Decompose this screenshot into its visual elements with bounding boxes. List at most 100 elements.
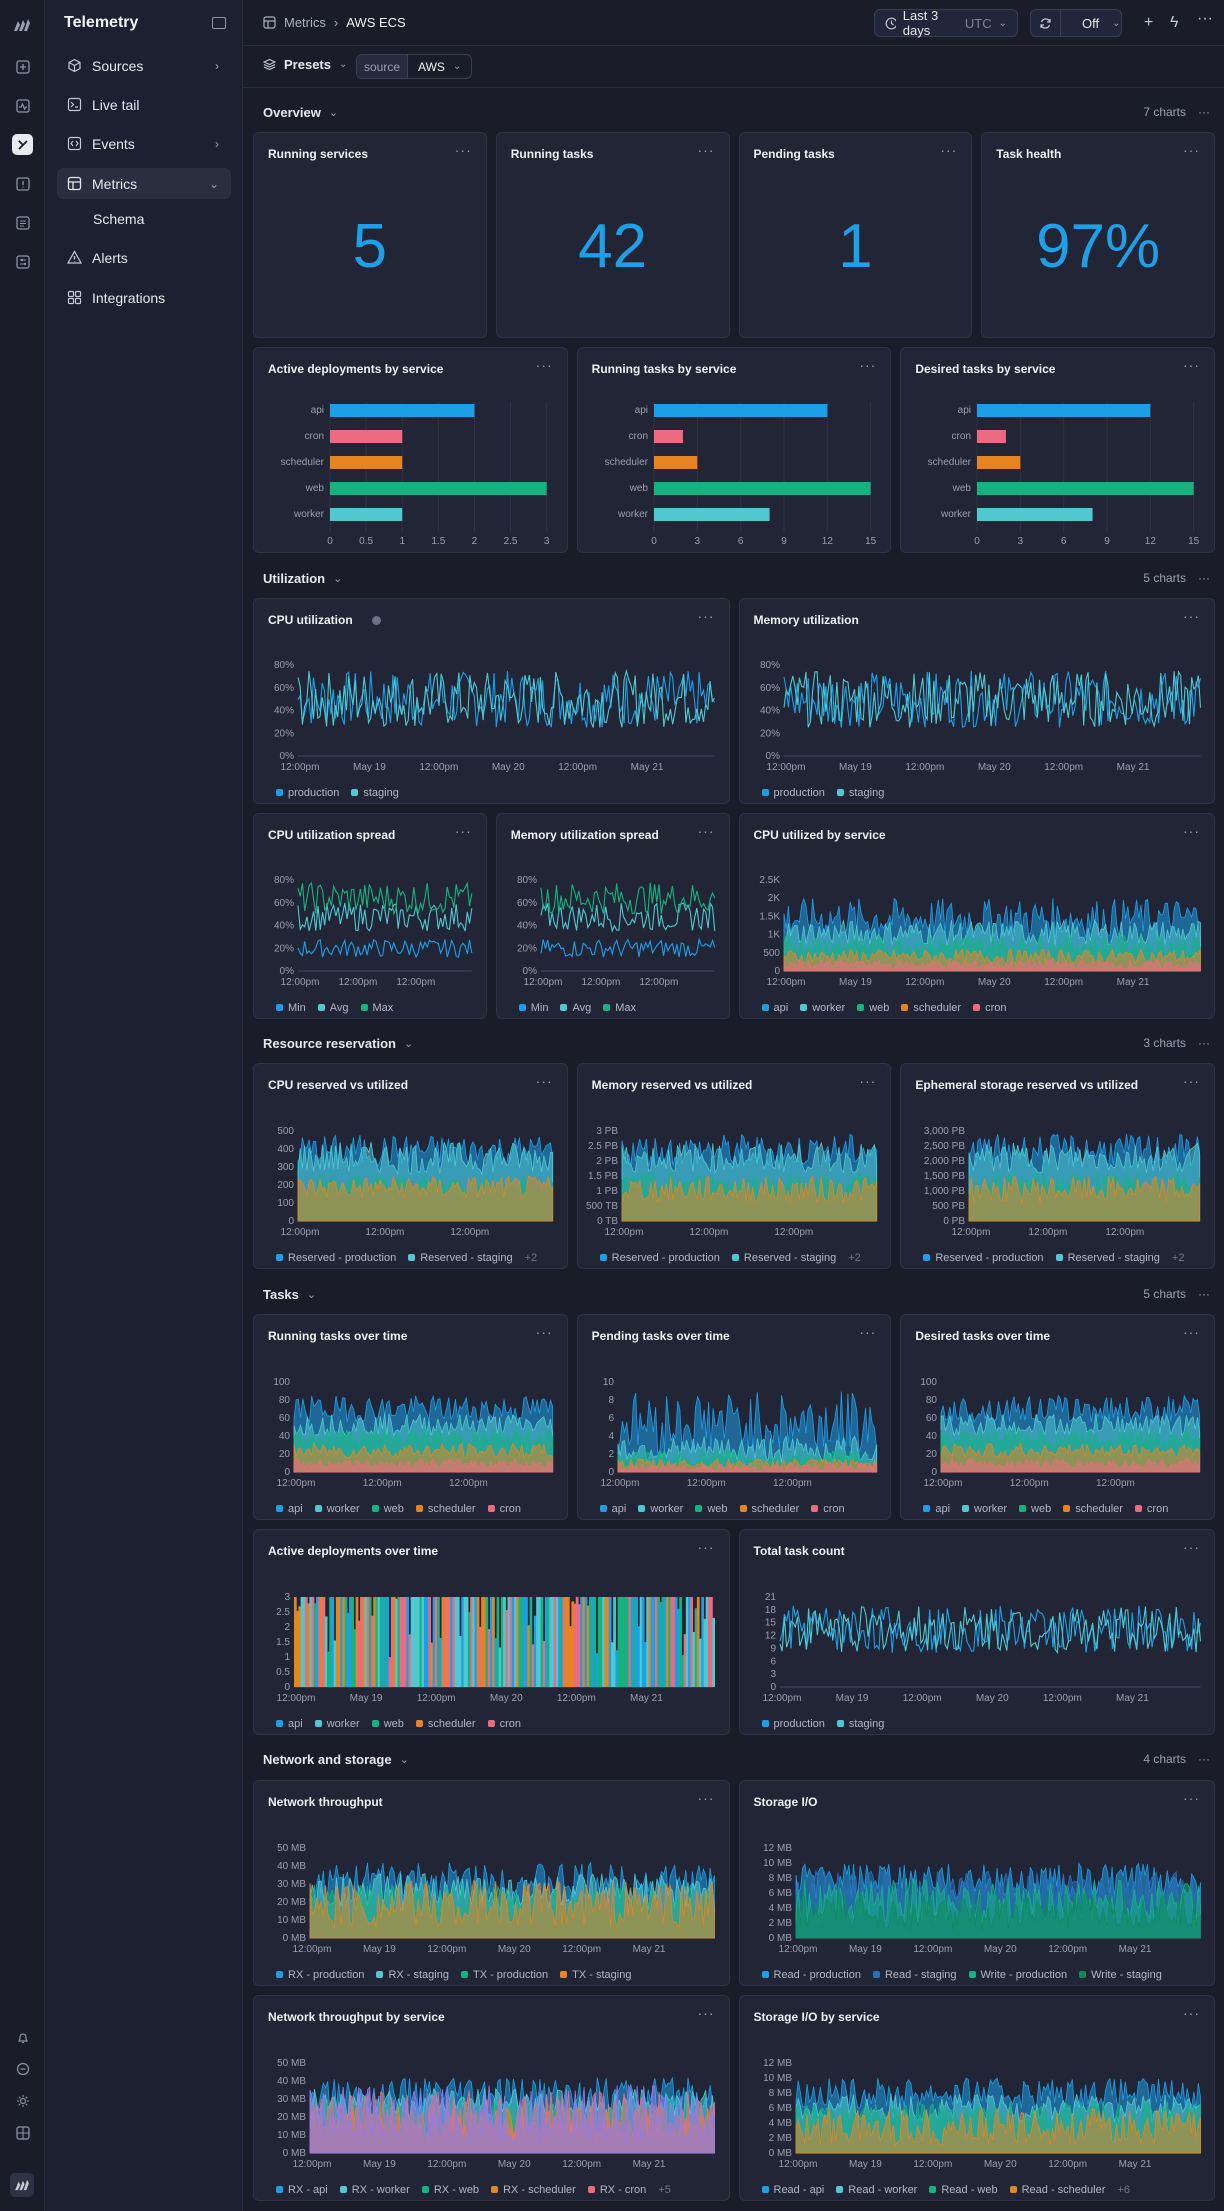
sidebar-item-metrics[interactable]: Metrics ⌄ bbox=[57, 168, 231, 199]
more-icon[interactable]: ··· bbox=[697, 608, 715, 624]
sidebar-item-schema[interactable]: Schema bbox=[57, 203, 231, 234]
bar-cron[interactable] bbox=[977, 430, 1007, 443]
more-icon[interactable]: ··· bbox=[1198, 1036, 1210, 1050]
more-icon[interactable]: ··· bbox=[859, 1324, 877, 1340]
legend-item[interactable]: Read - worker bbox=[836, 2184, 917, 2196]
legend-item[interactable]: api bbox=[276, 1503, 303, 1515]
lightning-icon[interactable]: ϟ bbox=[1170, 14, 1179, 31]
bar-web[interactable] bbox=[977, 482, 1194, 495]
legend-more[interactable]: +2 bbox=[1171, 1252, 1185, 1264]
legend-item[interactable]: staging bbox=[836, 1718, 884, 1730]
more-icon[interactable]: ··· bbox=[697, 823, 715, 839]
more-icon[interactable]: ··· bbox=[1183, 142, 1200, 158]
legend-item[interactable]: cron bbox=[811, 1503, 845, 1515]
legend-item[interactable]: RX - web bbox=[421, 2184, 479, 2196]
legend-more[interactable]: +5 bbox=[658, 2184, 671, 2196]
refresh-icon[interactable] bbox=[1031, 10, 1061, 36]
bar-web[interactable] bbox=[653, 482, 871, 495]
legend-item[interactable]: Write - production bbox=[968, 1969, 1067, 1981]
legend-item[interactable]: api bbox=[923, 1503, 950, 1515]
add-icon[interactable]: + bbox=[1144, 14, 1154, 31]
legend-item[interactable]: web bbox=[857, 1002, 889, 1014]
legend-item[interactable]: scheduler bbox=[739, 1503, 799, 1515]
legend-item[interactable]: web bbox=[371, 1718, 404, 1730]
legend-item[interactable]: Read - api bbox=[761, 2184, 824, 2196]
section-tasks[interactable]: Tasks ⌄ bbox=[263, 1287, 316, 1302]
legend-item[interactable]: production bbox=[276, 787, 339, 799]
info-icon[interactable] bbox=[372, 616, 381, 625]
more-icon[interactable]: ··· bbox=[535, 1073, 553, 1089]
legend-item[interactable]: cron bbox=[973, 1002, 1007, 1014]
legend-item[interactable]: RX - scheduler bbox=[491, 2184, 576, 2196]
more-icon[interactable]: ··· bbox=[697, 2005, 715, 2021]
legend-item[interactable]: worker bbox=[314, 1718, 360, 1730]
bar-scheduler[interactable] bbox=[330, 456, 403, 469]
legend-item[interactable]: Reserved - staging bbox=[731, 1252, 836, 1264]
section-overview[interactable]: Overview ⌄ bbox=[263, 105, 338, 120]
more-icon[interactable]: ··· bbox=[1183, 1539, 1200, 1555]
more-icon[interactable]: ··· bbox=[1183, 2005, 1200, 2021]
bar-worker[interactable] bbox=[330, 508, 403, 521]
more-icon[interactable]: ··· bbox=[1182, 357, 1200, 373]
more-icon[interactable]: ··· bbox=[535, 357, 553, 373]
alert-square-icon[interactable] bbox=[12, 173, 33, 194]
legend-item[interactable]: api bbox=[276, 1718, 303, 1730]
legend-item[interactable]: scheduler bbox=[415, 1718, 476, 1730]
bar-api[interactable] bbox=[653, 404, 827, 417]
sidebar-item-alerts[interactable]: Alerts bbox=[57, 242, 231, 273]
bar-api[interactable] bbox=[977, 404, 1151, 417]
legend-item[interactable]: Avg bbox=[560, 1002, 591, 1014]
more-icon[interactable]: ··· bbox=[1182, 1324, 1200, 1340]
legend-item[interactable]: Avg bbox=[317, 1002, 349, 1014]
legend-item[interactable]: api bbox=[761, 1002, 788, 1014]
legend-item[interactable]: worker bbox=[800, 1002, 845, 1014]
legend-item[interactable]: RX - staging bbox=[376, 1969, 449, 1981]
sidebar-item-live-tail[interactable]: Live tail bbox=[57, 89, 231, 120]
legend-item[interactable]: scheduler bbox=[901, 1002, 961, 1014]
legend-item[interactable]: scheduler bbox=[1063, 1503, 1123, 1515]
legend-item[interactable]: Read - production bbox=[761, 1969, 861, 1981]
legend-item[interactable]: RX - cron bbox=[587, 2184, 646, 2196]
more-icon[interactable]: ··· bbox=[1198, 1752, 1210, 1766]
source-filter-chip[interactable]: source AWS ⌄ bbox=[356, 54, 473, 79]
telemetry-icon[interactable] bbox=[12, 134, 33, 155]
bar-api[interactable] bbox=[330, 404, 475, 417]
more-icon[interactable]: ··· bbox=[697, 1539, 715, 1555]
more-icon[interactable]: ··· bbox=[1183, 1790, 1200, 1806]
bar-web[interactable] bbox=[330, 482, 547, 495]
legend-item[interactable]: cron bbox=[487, 1503, 521, 1515]
more-icon[interactable]: ··· bbox=[697, 1790, 715, 1806]
bar-scheduler[interactable] bbox=[977, 456, 1021, 469]
collapse-sidebar-icon[interactable] bbox=[212, 17, 226, 29]
legend-item[interactable]: staging bbox=[351, 787, 399, 799]
legend-item[interactable]: web bbox=[371, 1503, 404, 1515]
legend-item[interactable]: Read - web bbox=[929, 2184, 998, 2196]
legend-item[interactable]: RX - worker bbox=[339, 2184, 410, 2196]
more-icon[interactable]: ··· bbox=[1198, 105, 1210, 119]
section-reservation[interactable]: Resource reservation ⌄ bbox=[263, 1036, 413, 1051]
more-icon[interactable]: ··· bbox=[454, 823, 472, 839]
legend-item[interactable]: Reserved - staging bbox=[1055, 1252, 1160, 1264]
legend-item[interactable]: Min bbox=[276, 1002, 306, 1014]
legend-item[interactable]: Min bbox=[518, 1002, 548, 1014]
legend-item[interactable]: RX - api bbox=[276, 2184, 328, 2196]
bar-worker[interactable] bbox=[977, 508, 1093, 521]
legend-item[interactable]: web bbox=[1019, 1503, 1051, 1515]
more-icon[interactable]: ··· bbox=[1183, 823, 1200, 839]
chat-icon[interactable] bbox=[12, 2058, 33, 2079]
bar-worker[interactable] bbox=[653, 508, 770, 521]
bar-scheduler[interactable] bbox=[653, 456, 697, 469]
add-icon[interactable] bbox=[12, 56, 33, 77]
logo-icon[interactable] bbox=[11, 14, 32, 35]
bar-cron[interactable] bbox=[653, 430, 683, 443]
more-icon[interactable]: ··· bbox=[859, 1073, 877, 1089]
account-avatar[interactable] bbox=[10, 2173, 34, 2197]
legend-item[interactable]: worker bbox=[962, 1503, 1007, 1515]
legend-item[interactable]: Reserved - staging bbox=[408, 1252, 513, 1264]
more-icon[interactable]: ··· bbox=[859, 357, 877, 373]
more-icon[interactable]: ··· bbox=[1198, 1287, 1210, 1301]
legend-item[interactable]: worker bbox=[638, 1503, 683, 1515]
legend-item[interactable]: scheduler bbox=[415, 1503, 476, 1515]
legend-item[interactable]: cron bbox=[487, 1718, 521, 1730]
refresh-control[interactable]: Off ⌄ bbox=[1030, 9, 1122, 37]
